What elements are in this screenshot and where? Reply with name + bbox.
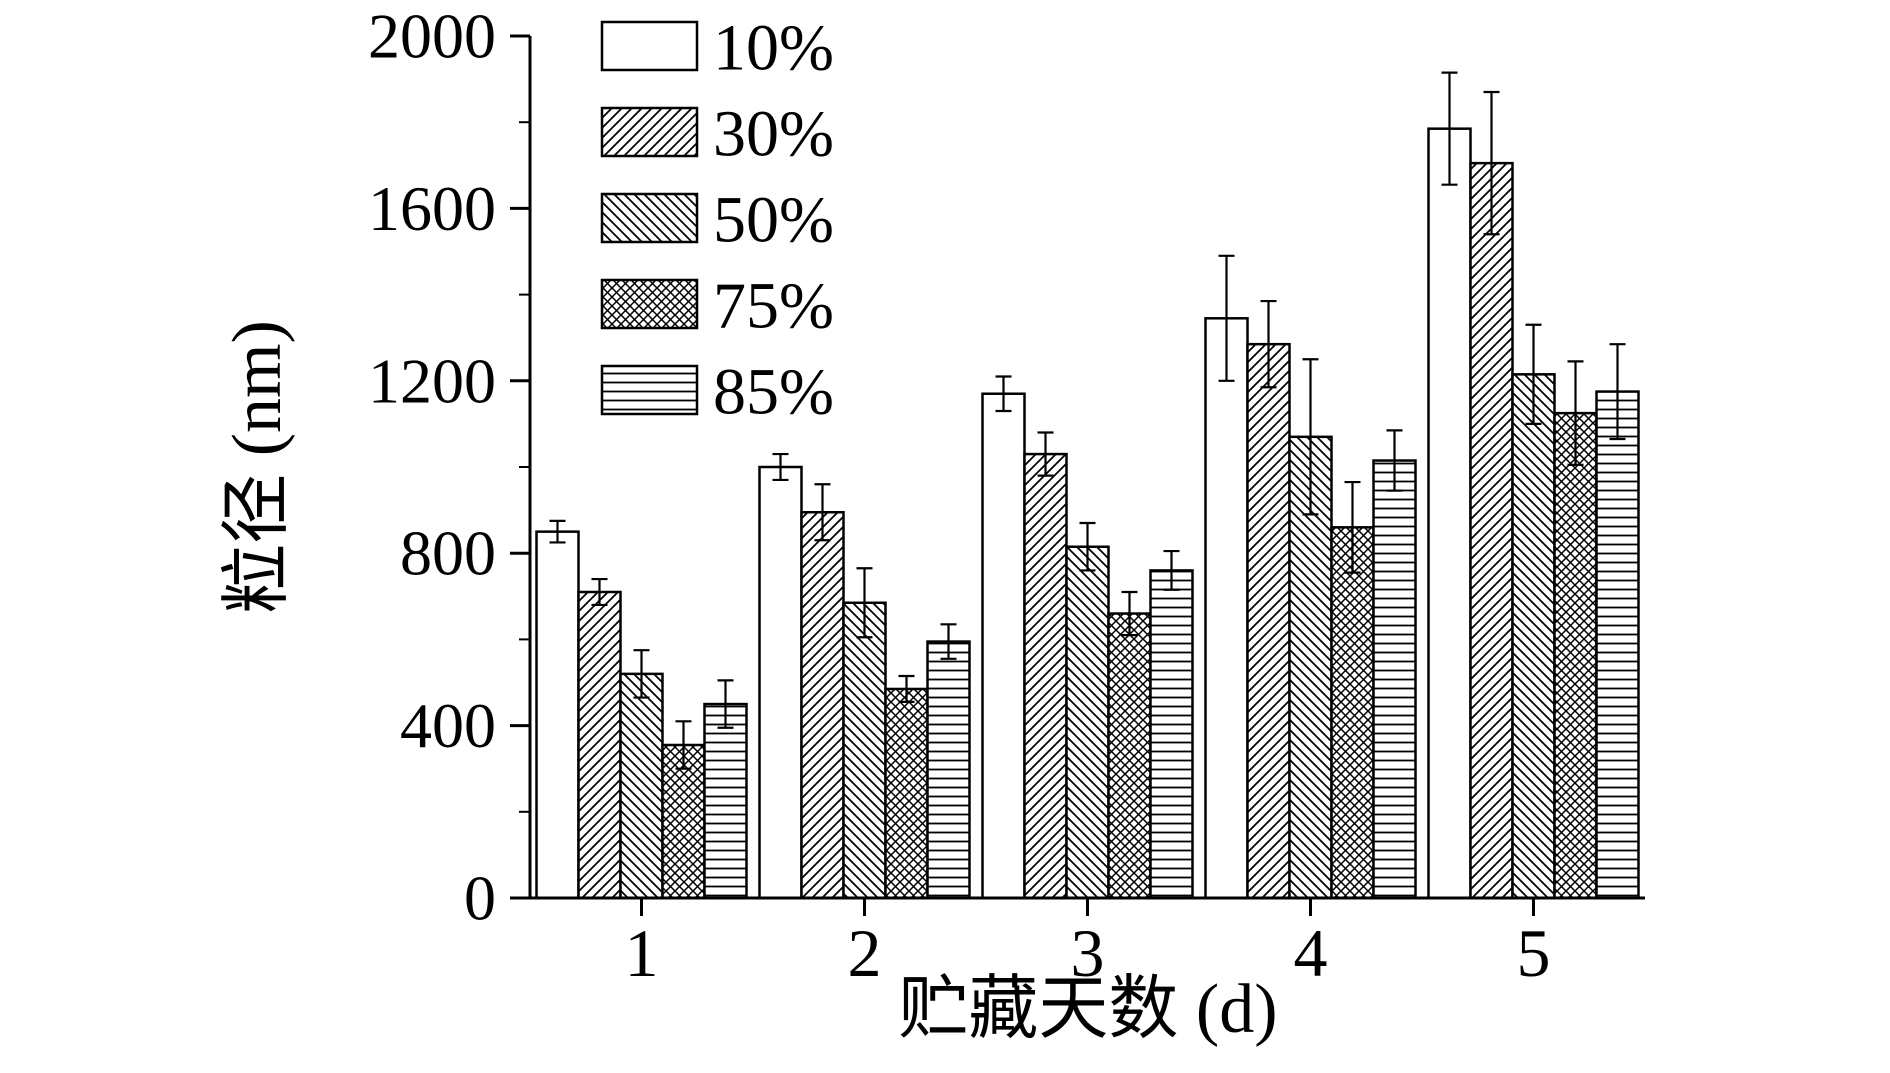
error-bar-85%-day3 bbox=[1163, 549, 1180, 591]
bar-10%-day3 bbox=[981, 392, 1026, 900]
bar-10%-day1 bbox=[535, 530, 580, 900]
error-bar-85%-day5 bbox=[1609, 343, 1626, 441]
legend-swatch-85% bbox=[600, 364, 699, 416]
error-bar-10%-day3 bbox=[995, 375, 1012, 413]
bar-30%-day2 bbox=[800, 511, 845, 900]
y-tick-label: 1200 bbox=[368, 345, 496, 416]
error-bar-75%-day3 bbox=[1121, 590, 1138, 637]
error-bar-30%-day4 bbox=[1260, 299, 1277, 389]
error-bar-75%-day5 bbox=[1567, 360, 1584, 466]
legend-label-75%: 75% bbox=[713, 270, 834, 343]
legend-label-50%: 50% bbox=[713, 184, 834, 257]
legend-swatch-10% bbox=[600, 20, 699, 72]
bar-30%-day1 bbox=[577, 590, 622, 900]
error-bar-50%-day3 bbox=[1079, 521, 1096, 572]
bar-85%-day3 bbox=[1149, 569, 1194, 900]
x-tick-label: 2 bbox=[848, 915, 882, 991]
error-bar-30%-day2 bbox=[814, 483, 831, 542]
x-axis-label: 贮藏天数 (d) bbox=[898, 971, 1278, 1048]
error-bar-50%-day2 bbox=[856, 567, 873, 639]
plot-area bbox=[535, 71, 1640, 900]
bar-75%-day4 bbox=[1330, 526, 1375, 900]
error-bar-75%-day2 bbox=[898, 674, 915, 703]
bar-85%-day1 bbox=[703, 702, 748, 900]
y-tick-label: 1600 bbox=[368, 173, 496, 244]
bar-85%-day5 bbox=[1595, 390, 1640, 900]
bar-50%-day5 bbox=[1511, 373, 1556, 900]
y-tick-label: 0 bbox=[464, 863, 496, 934]
bar-75%-day3 bbox=[1107, 612, 1152, 900]
y-axis-label: 粒径 (nm) bbox=[219, 320, 296, 614]
x-tick-label: 4 bbox=[1294, 915, 1328, 991]
bar-30%-day3 bbox=[1023, 452, 1068, 900]
bar-85%-day4 bbox=[1372, 459, 1417, 900]
error-bar-10%-day5 bbox=[1441, 71, 1458, 186]
bar-75%-day5 bbox=[1553, 411, 1598, 900]
error-bar-50%-day4 bbox=[1302, 358, 1319, 516]
legend-swatch-50% bbox=[600, 192, 699, 244]
y-tick-label: 800 bbox=[400, 518, 496, 589]
legend-swatch-75% bbox=[600, 278, 699, 330]
bar-50%-day2 bbox=[842, 601, 887, 900]
bar-30%-day4 bbox=[1246, 342, 1291, 900]
bar-75%-day2 bbox=[884, 687, 929, 900]
error-bar-30%-day1 bbox=[591, 577, 608, 607]
bar-85%-day2 bbox=[926, 640, 971, 900]
x-tick-label: 1 bbox=[625, 915, 659, 991]
error-bar-10%-day2 bbox=[772, 452, 789, 482]
error-bar-50%-day1 bbox=[633, 649, 650, 699]
legend-label-10%: 10% bbox=[713, 12, 834, 85]
error-bar-10%-day4 bbox=[1218, 254, 1235, 382]
legend-label-30%: 30% bbox=[713, 98, 834, 171]
error-bar-85%-day2 bbox=[940, 623, 957, 660]
error-bar-30%-day5 bbox=[1483, 90, 1500, 236]
error-bar-85%-day1 bbox=[717, 679, 734, 729]
y-tick-label: 400 bbox=[400, 690, 496, 761]
bar-10%-day4 bbox=[1204, 317, 1249, 900]
error-bar-10%-day1 bbox=[549, 519, 566, 544]
legend-label-85%: 85% bbox=[713, 356, 834, 429]
error-bar-75%-day4 bbox=[1344, 480, 1361, 574]
bar-10%-day2 bbox=[758, 465, 803, 900]
bar-30%-day5 bbox=[1469, 161, 1514, 900]
error-bar-85%-day4 bbox=[1386, 429, 1403, 492]
error-bar-75%-day1 bbox=[675, 720, 692, 770]
error-bar-30%-day3 bbox=[1037, 431, 1054, 477]
bar-10%-day5 bbox=[1427, 127, 1472, 900]
x-tick-label: 3 bbox=[1071, 915, 1105, 991]
bar-50%-day3 bbox=[1065, 545, 1110, 900]
x-tick-label: 5 bbox=[1517, 915, 1551, 991]
bar-50%-day1 bbox=[619, 672, 664, 900]
legend-swatch-30% bbox=[600, 106, 699, 158]
y-tick-label: 2000 bbox=[368, 1, 496, 72]
error-bar-50%-day5 bbox=[1525, 323, 1542, 425]
